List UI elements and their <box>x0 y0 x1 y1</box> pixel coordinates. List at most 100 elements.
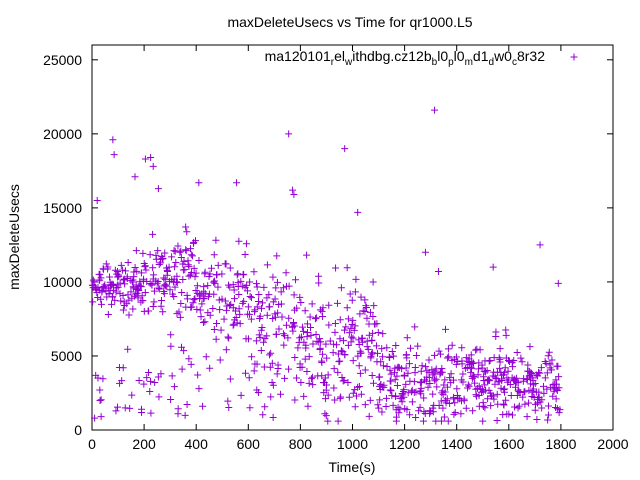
data-point <box>189 299 197 307</box>
data-point <box>436 350 444 358</box>
data-point <box>322 381 330 389</box>
data-point <box>253 303 261 311</box>
data-point-outlier <box>91 414 99 422</box>
data-point <box>285 365 293 373</box>
data-point <box>382 394 390 402</box>
data-point <box>403 334 411 342</box>
data-point <box>146 251 154 259</box>
data-point <box>322 340 330 348</box>
data-point <box>180 347 188 355</box>
data-point <box>229 321 237 329</box>
data-point <box>299 327 307 335</box>
data-point <box>136 282 144 290</box>
data-point <box>172 278 180 286</box>
data-point <box>269 273 277 281</box>
data-point <box>361 366 369 374</box>
data-point <box>451 399 459 407</box>
data-point <box>416 379 424 387</box>
data-point <box>382 403 390 411</box>
legend-marker-plus-icon <box>570 53 578 61</box>
data-point <box>149 302 157 310</box>
data-point <box>212 335 220 343</box>
data-point <box>117 297 125 305</box>
data-point <box>315 279 323 287</box>
data-point <box>452 360 460 368</box>
data-point <box>104 263 112 271</box>
data-point <box>391 376 399 384</box>
data-point <box>493 390 501 398</box>
data-point <box>254 388 262 396</box>
data-point <box>316 335 324 343</box>
data-point <box>135 376 143 384</box>
data-point <box>333 299 341 307</box>
data-point <box>374 349 382 357</box>
data-point <box>118 266 126 274</box>
data-point <box>303 320 311 328</box>
data-point <box>398 398 406 406</box>
data-point <box>230 286 238 294</box>
data-point <box>297 378 305 386</box>
data-point <box>334 368 342 376</box>
data-point <box>418 362 426 370</box>
data-point <box>298 323 306 331</box>
data-point <box>240 270 248 278</box>
data-point <box>273 278 281 286</box>
data-point <box>171 283 179 291</box>
data-point <box>361 308 369 316</box>
data-point <box>289 327 297 335</box>
data-point <box>123 300 131 308</box>
data-point <box>131 263 139 271</box>
data-point <box>181 266 189 274</box>
data-point <box>246 404 254 412</box>
data-point <box>199 402 207 410</box>
y-axis-ticks: 0 5000 10000 15000 20000 25000 <box>43 52 613 438</box>
data-point <box>349 334 357 342</box>
data-point <box>187 245 195 253</box>
data-point <box>424 383 432 391</box>
data-point <box>155 260 163 268</box>
data-point <box>192 269 200 277</box>
data-point <box>330 384 338 392</box>
data-point <box>506 381 514 389</box>
data-point-outlier <box>109 136 117 144</box>
data-point <box>478 361 486 369</box>
data-point <box>352 392 360 400</box>
data-point <box>271 313 279 321</box>
data-point <box>248 353 256 361</box>
legend-sub-2: w <box>344 57 353 68</box>
data-point <box>271 295 279 303</box>
data-point <box>141 262 149 270</box>
data-point <box>303 251 311 259</box>
data-point <box>511 403 519 411</box>
data-point <box>157 296 165 304</box>
data-point <box>359 338 367 346</box>
data-point <box>176 248 184 256</box>
data-point <box>167 395 175 403</box>
legend-sub-1: r <box>331 57 335 68</box>
data-point <box>521 400 529 408</box>
data-point <box>387 377 395 385</box>
data-point <box>491 373 499 381</box>
data-point <box>96 397 104 405</box>
data-point <box>212 236 220 244</box>
data-point <box>505 410 513 418</box>
data-point <box>126 404 134 412</box>
data-point <box>155 393 163 401</box>
data-point <box>100 283 108 291</box>
data-point <box>263 311 271 319</box>
data-point <box>281 374 289 382</box>
data-point <box>330 340 338 348</box>
data-point <box>422 363 430 371</box>
data-point <box>325 301 333 309</box>
y-tick-label: 10000 <box>43 274 82 290</box>
data-point <box>356 369 364 377</box>
data-point <box>369 313 377 321</box>
data-point <box>222 306 230 314</box>
data-point-outlier <box>93 196 101 204</box>
data-point <box>365 412 373 420</box>
data-point <box>500 401 508 409</box>
data-point <box>374 328 382 336</box>
data-point <box>245 374 253 382</box>
data-point <box>393 381 401 389</box>
data-point <box>284 334 292 342</box>
